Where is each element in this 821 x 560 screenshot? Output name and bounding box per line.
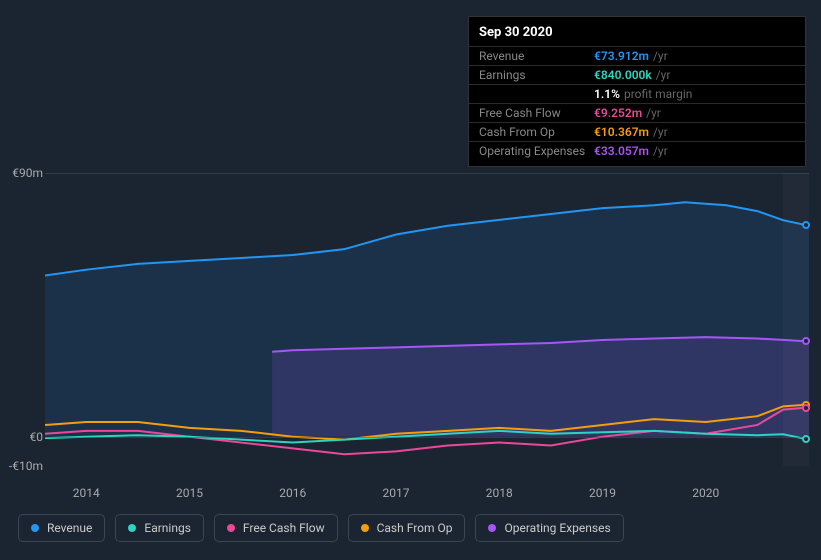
tooltip-row-value: €840.000k [594,68,652,82]
y-axis-label: €90m [12,166,43,180]
x-axis-label: 2015 [176,486,203,500]
legend-item-fcf[interactable]: Free Cash Flow [214,514,338,542]
grid-line [45,437,809,438]
legend-item-cfo[interactable]: Cash From Op [348,514,466,542]
data-tooltip: Sep 30 2020 Revenue€73.912m/yrEarnings€8… [468,16,806,167]
chart-plot-area[interactable] [45,173,809,466]
legend-dot-icon [361,524,369,532]
end-marker-opex [802,337,810,345]
tooltip-row: Operating Expenses€33.057m/yr [469,141,805,160]
legend-item-revenue[interactable]: Revenue [18,514,105,542]
x-axis-label: 2018 [486,486,513,500]
tooltip-row-value: €10.367m [594,125,649,139]
tooltip-row-label: Earnings [479,68,594,82]
chart-svg [45,173,809,466]
area-opex [272,337,809,437]
x-axis-label: 2014 [73,486,100,500]
tooltip-row-suffix: /yr [653,125,668,139]
y-axis-label: -€10m [9,459,43,473]
legend-dot-icon [227,524,235,532]
grid-line [45,173,809,174]
tooltip-row-suffix: /yr [646,106,661,120]
x-axis-label: 2016 [279,486,306,500]
legend-item-opex[interactable]: Operating Expenses [475,514,623,542]
legend-label: Revenue [47,521,92,535]
x-axis-label: 2017 [383,486,410,500]
tooltip-row-suffix: profit margin [624,87,692,101]
legend-item-earnings[interactable]: Earnings [115,514,204,542]
tooltip-row-suffix: /yr [656,68,671,82]
end-marker-revenue [802,221,810,229]
tooltip-row: Revenue€73.912m/yr [469,46,805,65]
legend-dot-icon [31,524,39,532]
x-axis-label: 2020 [692,486,719,500]
legend-dot-icon [128,524,136,532]
tooltip-row-suffix: /yr [653,144,668,158]
tooltip-row-value: 1.1% [594,87,620,101]
tooltip-date: Sep 30 2020 [469,23,805,46]
legend-label: Cash From Op [377,521,453,535]
tooltip-row-value: €33.057m [594,144,649,158]
x-axis-label: 2019 [589,486,616,500]
legend-label: Earnings [144,521,191,535]
y-axis-label: €0 [30,430,44,444]
legend: Revenue Earnings Free Cash Flow Cash From O… [18,514,624,542]
tooltip-row-label: Revenue [479,49,594,63]
legend-label: Operating Expenses [504,521,610,535]
tooltip-row-value: €9.252m [594,106,642,120]
tooltip-row-label: Operating Expenses [479,144,594,158]
tooltip-row: Free Cash Flow€9.252m/yr [469,103,805,122]
tooltip-row-label: Cash From Op [479,125,594,139]
legend-label: Free Cash Flow [243,521,325,535]
tooltip-row: Earnings€840.000k/yr [469,65,805,84]
tooltip-row-label: Free Cash Flow [479,106,594,120]
tooltip-row: Cash From Op€10.367m/yr [469,122,805,141]
tooltip-row-suffix: /yr [653,49,668,63]
end-marker-earnings [802,435,810,443]
tooltip-row-value: €73.912m [594,49,649,63]
tooltip-row: 1.1% profit margin [469,84,805,103]
legend-dot-icon [488,524,496,532]
tooltip-row-label [479,87,594,101]
end-marker-fcf [802,404,810,412]
